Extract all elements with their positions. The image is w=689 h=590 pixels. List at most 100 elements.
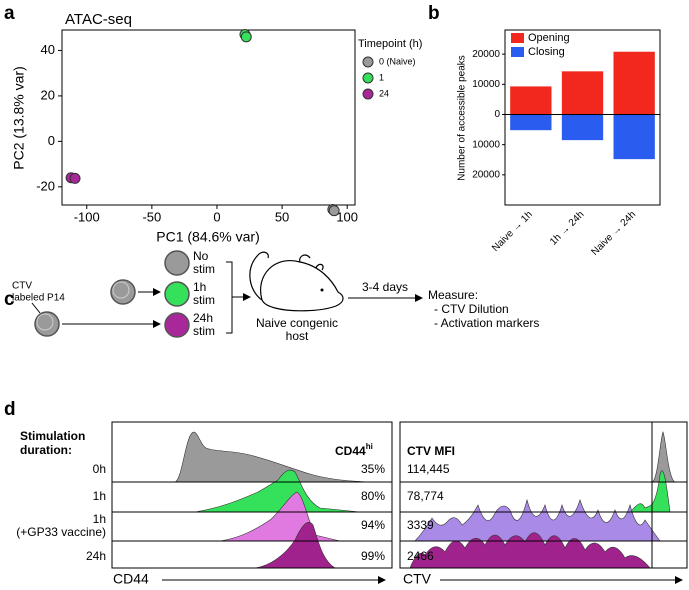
bar	[510, 86, 552, 115]
x-axis-label: CTV	[403, 571, 432, 587]
x-axis-label: PC1 (84.6% var)	[156, 229, 259, 245]
legend-swatch	[362, 72, 374, 84]
row-label: 0h	[93, 462, 106, 476]
row-label: 1h	[93, 489, 106, 503]
plot-frame	[61, 29, 356, 206]
bar	[613, 114, 655, 160]
column-header: CD44hi	[335, 442, 373, 458]
row-divider	[112, 422, 687, 568]
bar	[510, 114, 552, 131]
host-label: host	[286, 329, 309, 343]
x-tick-label: Naive → 24h	[589, 209, 638, 258]
measure-label: - CTV Dilution	[434, 302, 509, 316]
x-tick-label: 0	[213, 209, 220, 224]
source-label: CTV	[12, 281, 32, 292]
panel-label: c	[4, 289, 15, 310]
measure-label: - Activation markers	[434, 316, 539, 330]
y-tick-label: 0	[48, 133, 55, 148]
panel-label: d	[4, 399, 16, 420]
panel-label: a	[4, 3, 15, 24]
x-tick-label: -50	[142, 209, 161, 224]
histogram	[194, 469, 361, 513]
legend-swatch	[362, 56, 374, 68]
cell	[36, 313, 54, 331]
cell	[34, 311, 60, 337]
cd44-percent: 99%	[361, 549, 385, 563]
point	[240, 31, 252, 43]
y-axis-label: PC2 (13.8% var)	[11, 66, 27, 169]
pointer	[31, 302, 41, 314]
ctv-mfi: 2466	[407, 549, 434, 563]
histogram	[254, 521, 337, 569]
x-tick-label: 100	[336, 209, 358, 224]
diagram: CTV labeled P14 No stim 1h stim 24h stim…	[12, 249, 539, 343]
cd44-percent: 94%	[361, 518, 385, 532]
condition-label: 1h	[193, 280, 206, 294]
ctv-mfi: 114,445	[407, 462, 450, 476]
mouse	[249, 251, 344, 312]
x-tick-label: 50	[275, 209, 289, 224]
mouse-eye	[320, 288, 324, 292]
cell	[110, 279, 136, 305]
histogram-panel: Stimulation duration: CD44hi CTV MFI 0h …	[16, 421, 688, 587]
bracket	[226, 261, 250, 334]
x-axis-label: CD44	[113, 571, 149, 587]
column-header: CTV MFI	[407, 444, 455, 458]
condition-label: 24h	[193, 311, 213, 325]
condition-label: No	[193, 249, 209, 263]
cell	[164, 250, 190, 276]
y-tick-label: 20000	[472, 169, 500, 180]
y-tick-label: 20000	[472, 49, 500, 60]
condition-label: stim	[193, 262, 215, 276]
cd44-percent: 35%	[361, 462, 385, 476]
condition-label: stim	[193, 324, 215, 338]
header-text: CD44	[335, 444, 366, 458]
point	[328, 205, 340, 217]
bar	[561, 114, 604, 141]
row-label: 24h	[86, 549, 106, 563]
x-tick-label: Naive → 1h	[490, 209, 535, 254]
cell	[112, 281, 130, 299]
bar	[561, 71, 604, 115]
chart-title: ATAC-seq	[65, 11, 132, 28]
histogram	[409, 532, 651, 569]
legend-label: Opening	[528, 32, 570, 44]
legend-label: Closing	[528, 46, 565, 58]
legend-label: 0 (Naive)	[379, 56, 416, 66]
row-label: 1h	[93, 512, 106, 526]
cell	[164, 281, 190, 307]
row-title: Stimulation	[20, 429, 85, 443]
bar	[613, 51, 655, 115]
histogram-frame	[399, 421, 688, 569]
y-tick-label: 40	[41, 42, 55, 57]
legend-title: Timepoint (h)	[358, 38, 422, 50]
x-tick-label: 1h → 24h	[548, 209, 586, 247]
source-label: labeled P14	[12, 293, 65, 304]
histogram-frame	[111, 421, 393, 569]
y-axis-label: Number of accessible peaks	[457, 55, 468, 181]
measure-label: Measure:	[428, 288, 478, 302]
y-tick-label: 20	[41, 87, 55, 102]
histogram	[629, 470, 671, 513]
legend-swatch	[511, 47, 524, 57]
panel-label: b	[428, 3, 440, 24]
cell	[164, 312, 190, 338]
y-tick-label: 10000	[472, 79, 500, 90]
ctv-mfi: 3339	[407, 518, 434, 532]
host-label: Naive congenic	[256, 316, 338, 330]
y-tick-label: -20	[36, 178, 55, 193]
legend-label: 1	[379, 72, 384, 82]
duration-label: 3-4 days	[362, 280, 408, 294]
histogram	[174, 431, 371, 483]
row-title: duration:	[20, 443, 72, 457]
point	[69, 172, 81, 184]
cd44-percent: 80%	[361, 489, 385, 503]
histogram	[414, 498, 661, 542]
x-tick-label: -100	[74, 209, 100, 224]
legend-label: 24	[379, 88, 389, 98]
ctv-mfi: 78,774	[407, 489, 444, 503]
legend-swatch	[362, 88, 374, 100]
header-superscript: hi	[366, 442, 373, 451]
condition-label: stim	[193, 293, 215, 307]
